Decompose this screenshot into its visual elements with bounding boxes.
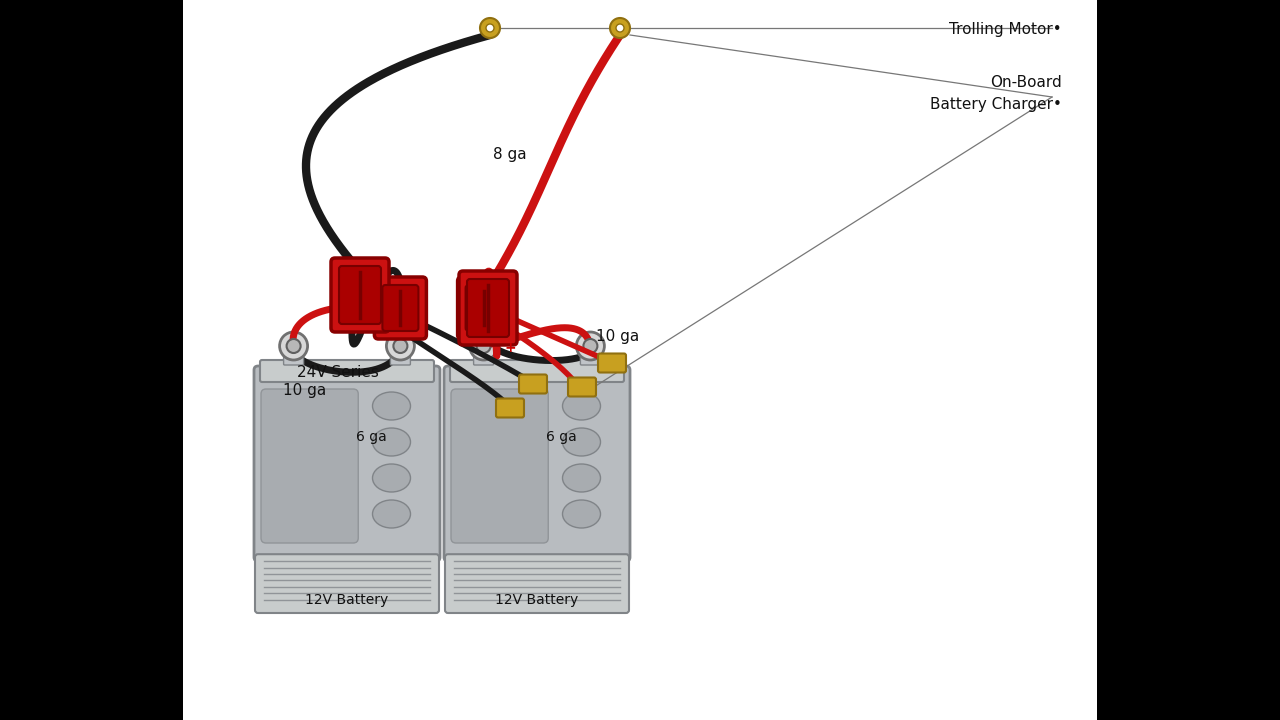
Ellipse shape — [372, 464, 411, 492]
FancyBboxPatch shape — [253, 366, 440, 561]
Text: Battery Charger•: Battery Charger• — [931, 97, 1062, 112]
Circle shape — [611, 18, 630, 38]
Text: +: + — [504, 341, 516, 355]
Circle shape — [393, 339, 407, 353]
Text: 12V Battery: 12V Battery — [495, 593, 579, 607]
FancyBboxPatch shape — [458, 277, 509, 339]
Ellipse shape — [562, 464, 600, 492]
FancyBboxPatch shape — [598, 354, 626, 372]
FancyBboxPatch shape — [284, 353, 303, 365]
Ellipse shape — [562, 392, 600, 420]
Text: 6 ga: 6 ga — [356, 430, 387, 444]
Ellipse shape — [372, 500, 411, 528]
FancyBboxPatch shape — [466, 285, 502, 331]
FancyBboxPatch shape — [497, 398, 524, 418]
Text: 8 ga: 8 ga — [493, 148, 527, 163]
Circle shape — [279, 332, 307, 360]
FancyBboxPatch shape — [467, 279, 509, 337]
FancyBboxPatch shape — [339, 266, 381, 324]
Circle shape — [470, 332, 498, 360]
Text: 6 ga: 6 ga — [545, 430, 577, 444]
FancyBboxPatch shape — [255, 554, 439, 613]
FancyBboxPatch shape — [460, 271, 517, 345]
Circle shape — [476, 339, 490, 353]
Text: 10 ga: 10 ga — [596, 328, 640, 343]
Ellipse shape — [372, 428, 411, 456]
Text: 12V Battery: 12V Battery — [306, 593, 389, 607]
Circle shape — [576, 332, 604, 360]
FancyBboxPatch shape — [568, 377, 596, 397]
FancyBboxPatch shape — [374, 277, 426, 339]
Circle shape — [584, 339, 598, 353]
FancyBboxPatch shape — [444, 366, 630, 561]
Circle shape — [287, 339, 301, 353]
FancyBboxPatch shape — [451, 389, 548, 543]
FancyBboxPatch shape — [260, 360, 434, 382]
Text: 24V Series: 24V Series — [297, 365, 379, 380]
FancyBboxPatch shape — [518, 374, 547, 394]
Ellipse shape — [372, 392, 411, 420]
Ellipse shape — [562, 500, 600, 528]
FancyBboxPatch shape — [390, 353, 411, 365]
Text: On-Board: On-Board — [991, 75, 1062, 90]
Circle shape — [387, 332, 415, 360]
Bar — [183, 0, 1097, 720]
FancyBboxPatch shape — [332, 258, 389, 332]
Circle shape — [486, 24, 494, 32]
Circle shape — [480, 18, 500, 38]
FancyBboxPatch shape — [580, 353, 600, 365]
FancyBboxPatch shape — [261, 389, 358, 543]
Text: Trolling Motor•: Trolling Motor• — [950, 22, 1062, 37]
FancyBboxPatch shape — [383, 285, 419, 331]
Circle shape — [616, 24, 625, 32]
FancyBboxPatch shape — [451, 360, 625, 382]
Ellipse shape — [562, 428, 600, 456]
FancyBboxPatch shape — [474, 353, 494, 365]
FancyBboxPatch shape — [445, 554, 628, 613]
Text: 10 ga: 10 ga — [283, 382, 326, 397]
